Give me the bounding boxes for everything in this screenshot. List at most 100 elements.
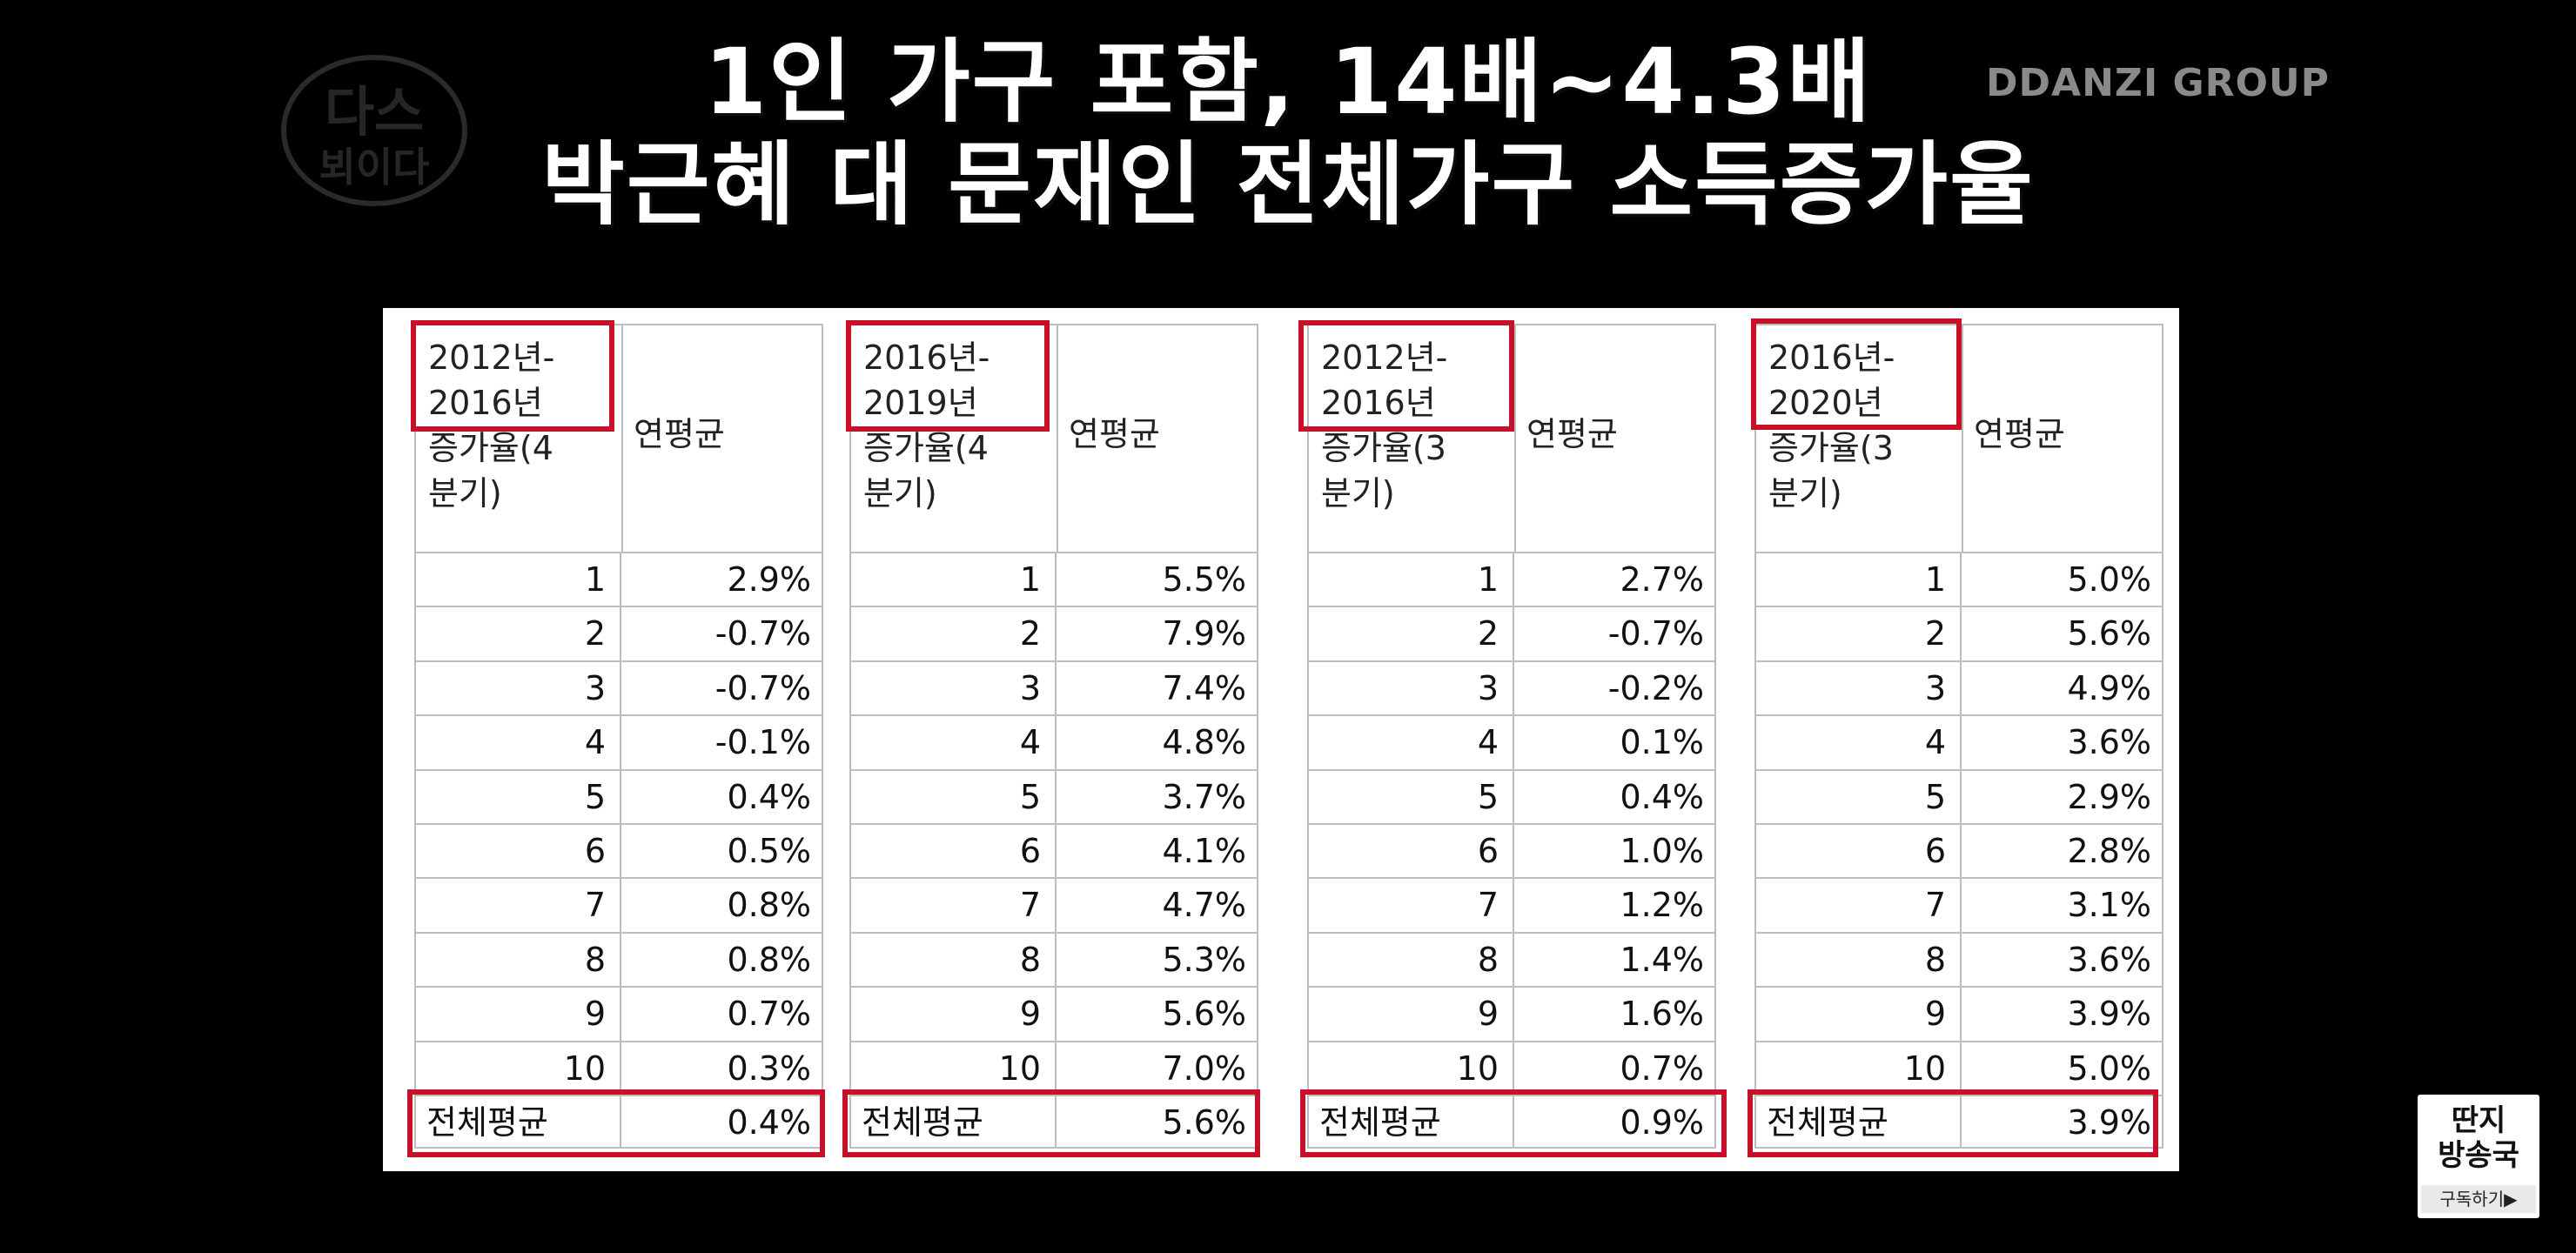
logo-text-top: 다스 xyxy=(325,80,424,144)
total-average-value: 0.4% xyxy=(727,1102,811,1142)
table-row: 3 -0.2% xyxy=(1307,660,1716,715)
growth-value-cell: 0.7% xyxy=(1620,1049,1704,1088)
table-row: 4 0.1% xyxy=(1307,714,1716,769)
metric-line2: 분기) xyxy=(1768,474,1842,513)
decile-cell: 4 xyxy=(1756,716,1962,769)
table-row: 8 0.8% xyxy=(414,931,823,987)
metric-line2: 분기) xyxy=(428,474,502,513)
growth-value-cell: -0.7% xyxy=(714,668,811,707)
decile-cell: 6 xyxy=(851,824,1057,878)
metric-line1: 증가율(3 xyxy=(1768,429,1894,467)
growth-value-cell: 0.3% xyxy=(727,1049,811,1088)
logo-text-bottom: 뵈이다 xyxy=(319,144,430,191)
decile-cell: 10 xyxy=(851,1042,1057,1095)
decile-cell: 7 xyxy=(1309,879,1514,932)
decile-cell: 10 xyxy=(1309,1042,1514,1095)
table-row: 2 -0.7% xyxy=(414,606,823,660)
decile-cell: 3 xyxy=(416,661,621,715)
table-row: 6 0.5% xyxy=(414,822,823,878)
annual-average-header: 연평균 xyxy=(634,415,725,453)
growth-value-cell: 5.3% xyxy=(1162,940,1246,979)
table-row: 1 2.7% xyxy=(1307,552,1716,606)
total-average-label: 전체평균 xyxy=(1309,1096,1514,1148)
total-average-row: 전체평균 0.4% xyxy=(407,1089,825,1157)
table-header: 2016년- 2020년 증가율(3 분기) 연평균 xyxy=(1751,318,2163,552)
annual-average-header: 연평균 xyxy=(1974,415,2065,453)
decile-cell: 1 xyxy=(1309,553,1514,606)
growth-value-cell: 2.8% xyxy=(2067,831,2151,870)
table-row: 4 -0.1% xyxy=(414,714,823,769)
table-row: 10 0.7% xyxy=(1307,1040,1716,1095)
table-row: 1 5.0% xyxy=(1754,552,2163,606)
decile-cell: 7 xyxy=(416,879,621,932)
total-average-highlight-box xyxy=(407,1089,825,1157)
decile-cell: 5 xyxy=(1756,770,1962,823)
data-sheet: 2012년- 2016년 증가율(4 분기) 연평균 1 2.9% 2 -0.7% 3 -0.7% 4… xyxy=(383,308,2179,1171)
total-average-value: 3.9% xyxy=(2067,1102,2151,1142)
total-average-label: 전체평균 xyxy=(1756,1096,1962,1148)
decile-cell: 3 xyxy=(1309,661,1514,715)
growth-value-cell: 7.0% xyxy=(1162,1049,1246,1088)
table-row: 1 2.9% xyxy=(414,552,823,606)
total-average-label: 전체평균 xyxy=(416,1096,621,1148)
table-row: 3 7.4% xyxy=(849,660,1258,715)
growth-value-cell: 0.1% xyxy=(1620,723,1704,762)
decile-cell: 2 xyxy=(1756,607,1962,660)
decile-cell: 8 xyxy=(416,933,621,987)
total-average-highlight-box xyxy=(1300,1089,1727,1157)
decile-cell: 1 xyxy=(416,553,621,606)
table-row: 8 3.6% xyxy=(1754,931,2163,987)
table-row: 9 1.6% xyxy=(1307,986,1716,1041)
growth-value-cell: 5.6% xyxy=(1162,995,1246,1034)
total-average-label: 전체평균 xyxy=(851,1096,1057,1148)
subscribe-title-2: 방송국 xyxy=(2438,1138,2519,1173)
period-highlight-box xyxy=(846,320,1050,432)
growth-value-cell: 7.9% xyxy=(1162,614,1246,653)
annual-average-header: 연평균 xyxy=(1069,415,1160,453)
subscribe-button[interactable]: 구독하기▶ xyxy=(2421,1185,2536,1213)
table-row: 7 4.7% xyxy=(849,877,1258,932)
decile-cell: 4 xyxy=(1309,716,1514,769)
table-row: 5 0.4% xyxy=(1307,768,1716,823)
decile-cell: 9 xyxy=(1756,988,1962,1041)
table-row: 9 3.9% xyxy=(1754,986,2163,1041)
growth-value-cell: 3.9% xyxy=(2067,995,2151,1034)
period-highlight-box xyxy=(411,320,614,432)
table-row: 3 4.9% xyxy=(1754,660,2163,715)
subscribe-badge[interactable]: 딴지 방송국 구독하기▶ xyxy=(2418,1095,2539,1218)
period-line1: 2012년- xyxy=(428,338,555,377)
decile-cell: 1 xyxy=(1756,553,1962,606)
decile-cell: 8 xyxy=(851,933,1057,987)
metric-line1: 증가율(3 xyxy=(1321,429,1446,467)
period-line2: 2020년 xyxy=(1768,384,1883,422)
decile-cell: 8 xyxy=(1756,933,1962,987)
growth-value-cell: 0.4% xyxy=(727,777,811,816)
decile-cell: 5 xyxy=(416,770,621,823)
header-label-cell: 2016년- 2020년 증가율(3 분기) xyxy=(1756,325,1963,552)
table-row: 10 0.3% xyxy=(414,1040,823,1095)
decile-cell: 6 xyxy=(1756,824,1962,878)
headline-line-2: 박근혜 대 문재인 전체가구 소득증가율 xyxy=(541,131,2035,238)
growth-value-cell: 3.7% xyxy=(1162,777,1246,816)
metric-line2: 분기) xyxy=(1321,474,1395,513)
decile-cell: 2 xyxy=(851,607,1057,660)
growth-value-cell: -0.1% xyxy=(714,723,811,762)
decile-cell: 10 xyxy=(1756,1042,1962,1095)
total-average-highlight-box xyxy=(842,1089,1260,1157)
growth-value-cell: 1.4% xyxy=(1620,940,1704,979)
metric-line1: 증가율(4 xyxy=(428,429,553,467)
period-line2: 2016년 xyxy=(1321,384,1436,422)
period-line2: 2016년 xyxy=(428,384,543,422)
total-average-row: 전체평균 5.6% xyxy=(842,1089,1260,1157)
growth-value-cell: 4.1% xyxy=(1162,831,1246,870)
table-row: 7 1.2% xyxy=(1307,877,1716,932)
decile-cell: 7 xyxy=(851,879,1057,932)
growth-value-cell: 3.1% xyxy=(2067,886,2151,925)
period-highlight-box xyxy=(1751,318,1962,430)
growth-value-cell: -0.7% xyxy=(1607,614,1704,653)
table-row: 6 2.8% xyxy=(1754,822,2163,878)
table-row: 10 5.0% xyxy=(1754,1040,2163,1095)
table-row: 7 3.1% xyxy=(1754,877,2163,932)
